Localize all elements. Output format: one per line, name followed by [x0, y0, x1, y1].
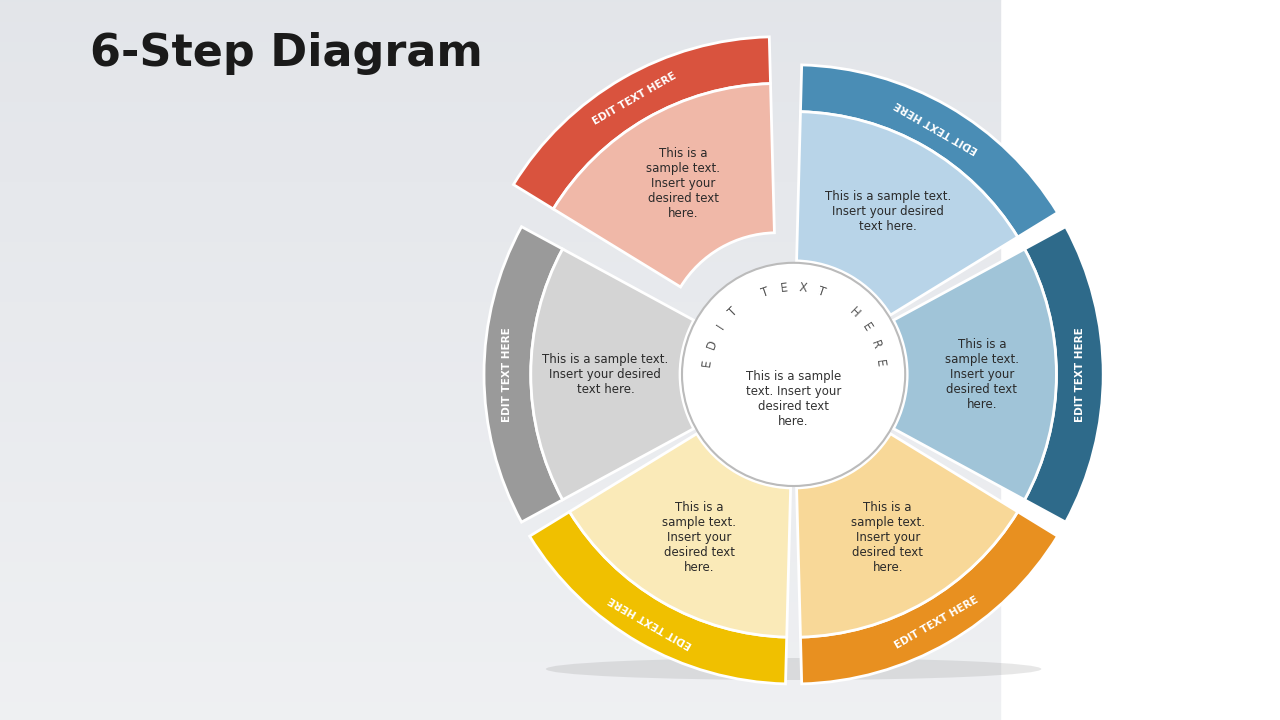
- Text: This is a
sample text.
Insert your
desired text
here.: This is a sample text. Insert your desir…: [646, 147, 721, 220]
- Text: T: T: [726, 305, 740, 320]
- Bar: [0, 600, 1000, 620]
- Bar: [0, 280, 1000, 300]
- Bar: [0, 220, 1000, 240]
- Text: This is a
sample text.
Insert your
desired text
here.: This is a sample text. Insert your desir…: [851, 501, 924, 574]
- Bar: [0, 680, 1000, 700]
- Bar: [0, 480, 1000, 500]
- Bar: [0, 160, 1000, 180]
- Text: E: E: [780, 281, 788, 294]
- Bar: [0, 440, 1000, 460]
- Bar: [0, 640, 1000, 660]
- Wedge shape: [484, 227, 563, 522]
- Bar: [0, 500, 1000, 520]
- Wedge shape: [513, 37, 771, 209]
- Bar: [0, 200, 1000, 220]
- Bar: [0, 0, 1000, 20]
- Circle shape: [682, 263, 905, 486]
- Wedge shape: [553, 84, 774, 287]
- Text: H: H: [847, 305, 863, 320]
- Text: This is a
sample text.
Insert your
desired text
here.: This is a sample text. Insert your desir…: [945, 338, 1019, 411]
- Bar: [0, 300, 1000, 320]
- Bar: [0, 700, 1000, 720]
- Text: This is a sample
text. Insert your
desired text
here.: This is a sample text. Insert your desir…: [746, 370, 841, 428]
- Text: EDIT TEXT HERE: EDIT TEXT HERE: [502, 327, 512, 422]
- Text: EDIT TEXT HERE: EDIT TEXT HERE: [893, 594, 980, 650]
- Bar: [0, 660, 1000, 680]
- Bar: [0, 580, 1000, 600]
- Text: I: I: [714, 322, 727, 332]
- Bar: [0, 520, 1000, 540]
- Text: T: T: [817, 285, 828, 300]
- Text: EDIT TEXT HERE: EDIT TEXT HERE: [1075, 327, 1085, 422]
- Text: EDIT TEXT HERE: EDIT TEXT HERE: [893, 99, 980, 155]
- Bar: [0, 420, 1000, 440]
- Bar: [0, 340, 1000, 360]
- Bar: [0, 380, 1000, 400]
- Text: R: R: [868, 338, 883, 351]
- Text: E: E: [700, 359, 714, 367]
- Bar: [0, 260, 1000, 280]
- Text: E: E: [859, 320, 874, 334]
- Text: D: D: [704, 338, 719, 351]
- Text: This is a sample text.
Insert your desired
text here.: This is a sample text. Insert your desir…: [543, 353, 668, 396]
- Wedge shape: [796, 433, 1018, 637]
- Bar: [0, 320, 1000, 340]
- Bar: [0, 80, 1000, 100]
- Bar: [0, 20, 1000, 40]
- Wedge shape: [893, 249, 1056, 500]
- Text: This is a sample text.
Insert your desired
text here.: This is a sample text. Insert your desir…: [824, 190, 951, 233]
- Bar: [0, 360, 1000, 380]
- Bar: [0, 180, 1000, 200]
- Wedge shape: [796, 112, 1018, 315]
- Bar: [0, 100, 1000, 120]
- Bar: [0, 540, 1000, 560]
- Bar: [0, 40, 1000, 60]
- Text: This is a
sample text.
Insert your
desired text
here.: This is a sample text. Insert your desir…: [663, 501, 736, 574]
- Bar: [0, 120, 1000, 140]
- Text: X: X: [799, 281, 808, 294]
- Bar: [0, 560, 1000, 580]
- Wedge shape: [800, 512, 1057, 684]
- Text: EDIT TEXT HERE: EDIT TEXT HERE: [607, 594, 694, 650]
- Ellipse shape: [545, 658, 1041, 680]
- Text: E: E: [873, 359, 887, 367]
- Text: EDIT TEXT HERE: EDIT TEXT HERE: [591, 71, 678, 127]
- Text: 6-Step Diagram: 6-Step Diagram: [90, 32, 483, 76]
- Bar: [0, 620, 1000, 640]
- Bar: [0, 460, 1000, 480]
- Text: T: T: [759, 285, 771, 300]
- Bar: [0, 400, 1000, 420]
- Wedge shape: [530, 512, 787, 684]
- Bar: [0, 240, 1000, 260]
- Wedge shape: [531, 249, 694, 500]
- Wedge shape: [570, 433, 791, 637]
- Bar: [0, 140, 1000, 160]
- Wedge shape: [1024, 227, 1103, 522]
- Wedge shape: [800, 65, 1057, 237]
- Bar: [0, 60, 1000, 80]
